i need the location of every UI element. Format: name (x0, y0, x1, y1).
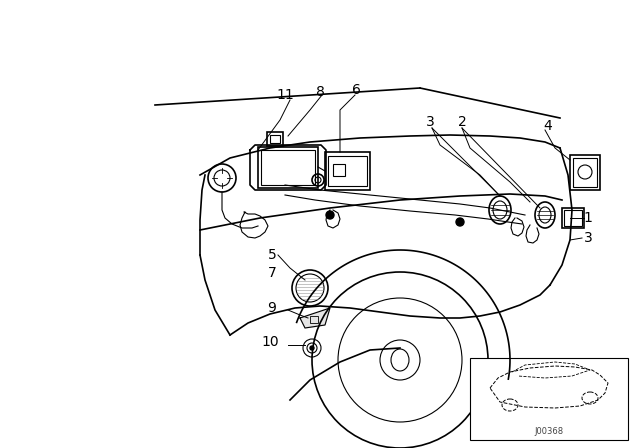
Text: 10: 10 (261, 335, 279, 349)
Bar (470, 358, 628, 440)
Bar (562, 208, 584, 228)
Text: 2: 2 (458, 115, 467, 129)
Text: 5: 5 (268, 248, 276, 262)
Text: 4: 4 (543, 119, 552, 133)
Bar (570, 155, 600, 190)
Circle shape (326, 211, 334, 219)
Circle shape (310, 346, 314, 350)
Text: 7: 7 (268, 266, 276, 280)
Bar (333, 164, 345, 176)
Bar (573, 158, 597, 187)
Text: J00368: J00368 (534, 427, 564, 436)
Polygon shape (300, 308, 330, 328)
Circle shape (456, 218, 464, 226)
Text: 11: 11 (276, 88, 294, 102)
Text: 1: 1 (584, 211, 593, 225)
Bar (270, 135, 280, 143)
Text: 3: 3 (426, 115, 435, 129)
Bar (258, 147, 318, 188)
Text: 9: 9 (268, 301, 276, 315)
Text: 6: 6 (351, 83, 360, 97)
Bar (267, 132, 283, 146)
Bar (328, 156, 367, 186)
Bar (564, 210, 582, 226)
Bar (261, 150, 315, 185)
Text: 8: 8 (316, 85, 324, 99)
Text: 3: 3 (584, 231, 593, 245)
Bar (325, 152, 370, 190)
Bar (310, 316, 318, 323)
